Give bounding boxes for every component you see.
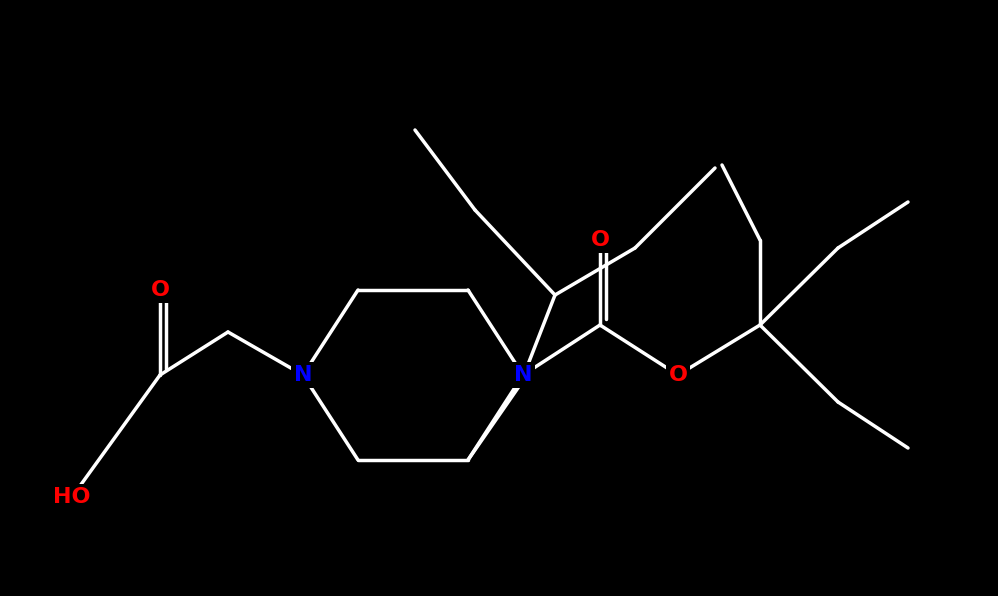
Text: N: N [514,365,532,385]
Text: O: O [591,230,610,250]
Text: HO: HO [53,487,91,507]
Text: N: N [293,365,312,385]
Text: O: O [151,280,170,300]
Text: O: O [669,365,688,385]
